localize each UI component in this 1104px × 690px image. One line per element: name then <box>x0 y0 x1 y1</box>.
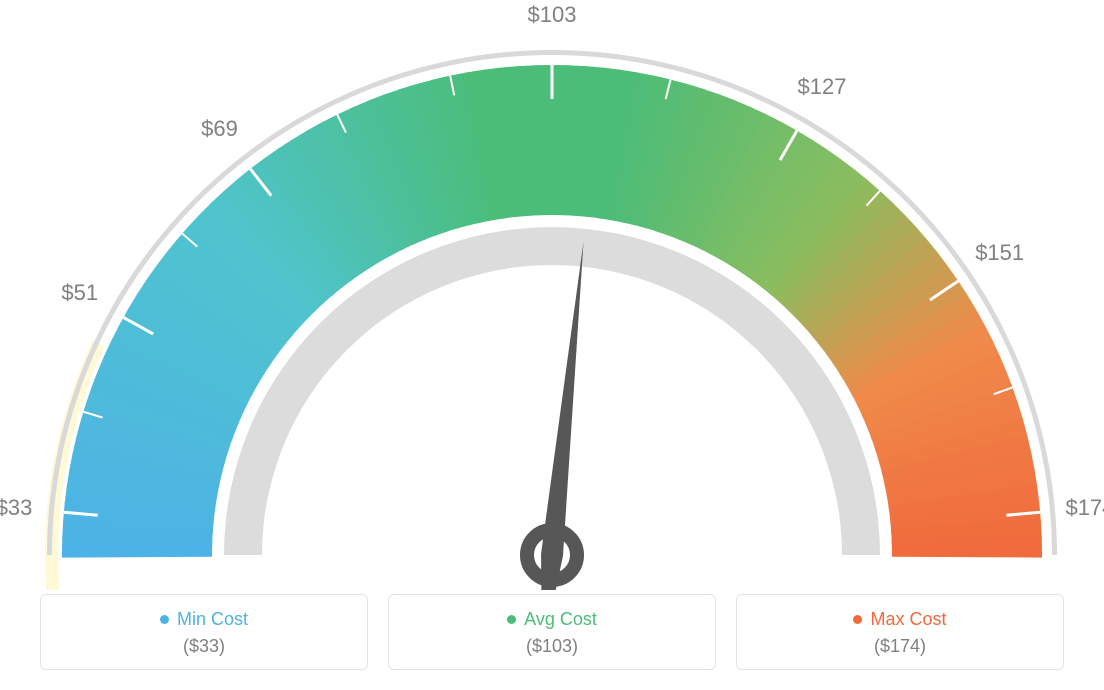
gauge-tick-label: $174 <box>1065 495 1104 521</box>
gauge-svg <box>0 0 1104 590</box>
chart-root: $33 $51 $69 $103 $127 $151 $174 Min Cost ($33)… <box>0 0 1104 690</box>
legend-label: Min Cost <box>177 609 248 630</box>
gauge-tick-label: $33 <box>0 495 32 521</box>
gauge-tick-label: $103 <box>528 2 577 28</box>
dot-icon <box>507 615 516 624</box>
gauge-tick-label: $69 <box>201 116 238 142</box>
legend-value: ($33) <box>51 636 357 657</box>
legend-value: ($174) <box>747 636 1053 657</box>
gauge-area: $33 $51 $69 $103 $127 $151 $174 <box>0 0 1104 590</box>
gauge-tick-label: $151 <box>975 240 1024 266</box>
legend-head-avg: Avg Cost <box>507 609 597 630</box>
legend-value: ($103) <box>399 636 705 657</box>
dot-icon <box>160 615 169 624</box>
legend-row: Min Cost ($33) Avg Cost ($103) Max Cost … <box>40 594 1064 670</box>
legend-head-max: Max Cost <box>853 609 946 630</box>
gauge-tick-label: $127 <box>798 74 847 100</box>
legend-card-min: Min Cost ($33) <box>40 594 368 670</box>
gauge-tick-label: $51 <box>61 280 98 306</box>
legend-label: Max Cost <box>870 609 946 630</box>
dot-icon <box>853 615 862 624</box>
legend-label: Avg Cost <box>524 609 597 630</box>
legend-card-max: Max Cost ($174) <box>736 594 1064 670</box>
legend-card-avg: Avg Cost ($103) <box>388 594 716 670</box>
legend-head-min: Min Cost <box>160 609 248 630</box>
